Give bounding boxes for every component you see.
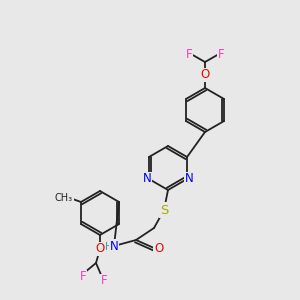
Text: O: O <box>200 68 210 82</box>
Text: H: H <box>105 242 113 252</box>
Text: F: F <box>80 271 86 284</box>
Text: F: F <box>186 47 192 61</box>
Text: O: O <box>154 242 164 254</box>
Text: F: F <box>218 47 224 61</box>
Text: F: F <box>101 274 107 287</box>
Text: N: N <box>142 172 151 185</box>
Text: CH₃: CH₃ <box>55 193 73 203</box>
Text: S: S <box>160 203 168 217</box>
Text: O: O <box>95 242 105 256</box>
Text: N: N <box>185 172 194 185</box>
Text: N: N <box>110 239 118 253</box>
